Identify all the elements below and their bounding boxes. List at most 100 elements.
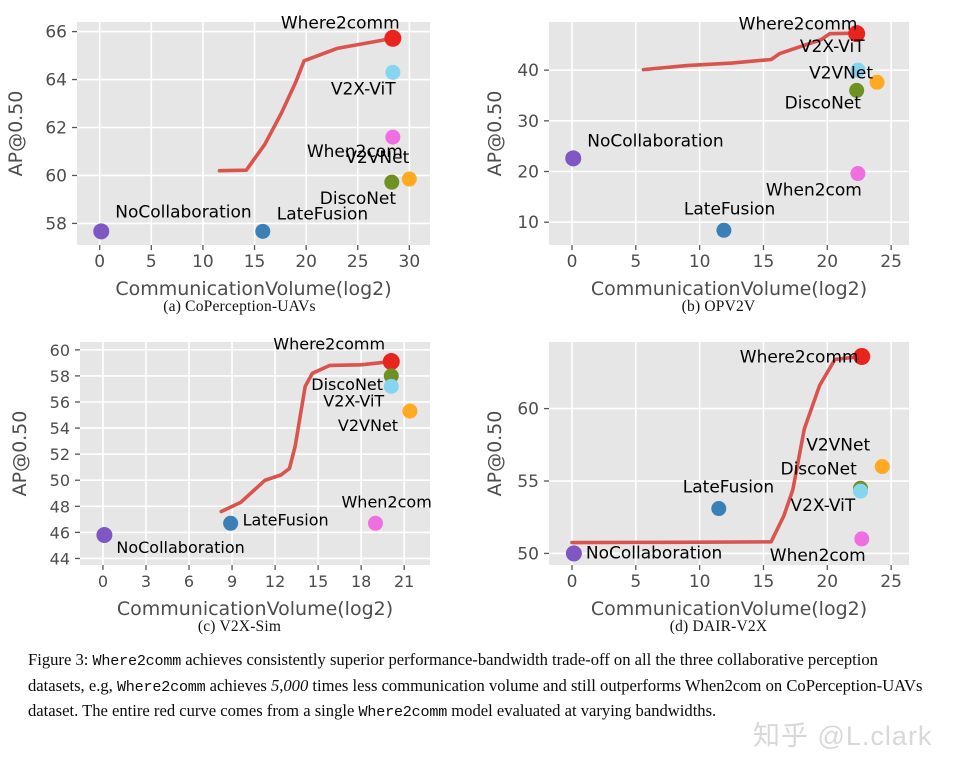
data-point-label: When2com [770, 546, 866, 566]
data-point-marker [565, 150, 582, 167]
x-tick-label: 25 [347, 252, 369, 272]
data-point-marker [401, 171, 417, 187]
data-point-label: NoCollaboration [586, 543, 722, 563]
data-point-label: V2X-ViT [790, 496, 855, 516]
x-tick-label: 15 [244, 252, 266, 272]
plot-background [549, 22, 909, 245]
subcaption-b: (b) OPV2V [681, 298, 756, 315]
data-point-marker [384, 174, 400, 190]
x-axis-label: CommunicationVolume(log2) [591, 598, 867, 620]
data-point-label: Where2comm [281, 13, 400, 33]
y-tick-label: 58 [50, 367, 70, 386]
data-point-marker [716, 222, 732, 238]
data-point-marker [850, 62, 866, 78]
data-point-label: V2VNet [809, 63, 873, 83]
y-axis-label: AP@0.50 [9, 411, 31, 497]
caption-segment: model evaluated at varying bandwidths. [447, 701, 717, 720]
data-point-label: When2com [307, 142, 403, 162]
x-tick-label: 10 [689, 572, 711, 592]
x-axis-label: CommunicationVolume(log2) [117, 598, 393, 620]
y-tick-label: 64 [45, 71, 67, 91]
plot-background [77, 22, 430, 245]
data-point-marker [384, 29, 402, 47]
caption-segment: achieves consistently superior performan… [28, 650, 878, 695]
x-tick-label: 12 [265, 572, 285, 591]
y-axis-label: AP@0.50 [484, 411, 506, 497]
data-point-marker [854, 531, 870, 547]
chart-panel-d: 0 5 10 15 20 25 50 55 60 CommunicationVolume(log2… [479, 320, 958, 640]
y-tick-label: 56 [50, 393, 70, 412]
data-point-label: LateFusion [683, 478, 774, 498]
data-point-marker [711, 501, 727, 517]
data-point-label: DiscoNet [320, 189, 397, 209]
x-tick-label: 20 [295, 252, 317, 272]
x-tick-label: 5 [630, 252, 641, 272]
x-tick-label: 9 [227, 572, 237, 591]
y-axis-label: AP@0.50 [5, 91, 27, 177]
data-point-label: Where2comm [739, 15, 858, 35]
data-point-marker [255, 223, 271, 239]
x-axis-label: CommunicationVolume(log2) [591, 278, 867, 300]
data-point-marker [383, 368, 399, 384]
y-tick-label: 62 [45, 119, 67, 139]
y-tick-label: 55 [517, 472, 539, 492]
where2comm-curve [641, 31, 859, 72]
x-axis-label: CommunicationVolume(log2) [115, 278, 391, 300]
y-tick-label: 44 [50, 549, 70, 568]
data-point-marker [96, 527, 113, 544]
y-tick-label: 30 [517, 112, 539, 132]
subcaption-c: (c) V2X-Sim [197, 618, 282, 635]
y-tick-label: 52 [50, 445, 70, 464]
data-point-marker [93, 223, 110, 240]
x-tick-label: 20 [816, 252, 838, 272]
chart-panel-a: 0 5 10 15 20 25 30 58 60 62 64 66 CommunicationVolum… [0, 0, 479, 320]
y-tick-label: 10 [517, 213, 539, 233]
data-point-label: LateFusion [277, 204, 368, 224]
x-tick-label: 15 [308, 572, 328, 591]
data-point-label: LateFusion [243, 510, 329, 529]
y-tick-label: 40 [517, 61, 539, 81]
data-point-marker [852, 483, 868, 499]
plot-c: 0 3 6 9 12 15 18 21 44 46 48 50 52 54 56 58 60 Communicat… [9, 335, 432, 620]
x-tick-label: 0 [98, 572, 108, 591]
x-tick-label: 0 [94, 252, 105, 272]
caption-segment: 5,000 [270, 675, 309, 695]
caption-segment: Where2comm [116, 677, 206, 696]
chart-panel-c: 0 3 6 9 12 15 18 21 44 46 48 50 52 54 56 58 60 Communicat… [0, 320, 479, 640]
y-tick-label: 54 [50, 419, 70, 438]
caption-segment: Where2comm [92, 652, 182, 670]
data-point-label: NoCollaboration [115, 202, 251, 222]
y-tick-label: 46 [50, 523, 70, 542]
where2comm-curve [570, 354, 864, 545]
x-tick-label: 18 [351, 572, 371, 591]
where2comm-curve [219, 359, 394, 514]
chart-panel-b: 0 5 10 15 20 25 10 20 30 40 CommunicationVolume(lo… [479, 0, 958, 320]
data-point-label: V2X-ViT [323, 391, 384, 410]
y-tick-label: 58 [45, 214, 67, 234]
y-tick-label: 60 [45, 166, 67, 186]
x-tick-label: 5 [146, 252, 157, 272]
data-point-label: NoCollaboration [587, 131, 723, 151]
x-tick-label: 10 [689, 252, 711, 272]
x-tick-label: 25 [880, 252, 902, 272]
x-tick-label: 10 [192, 252, 214, 272]
data-point-marker [565, 545, 582, 562]
data-point-marker [869, 74, 885, 90]
plot-background [549, 342, 909, 565]
y-tick-label: 60 [517, 400, 539, 420]
x-tick-label: 0 [567, 252, 578, 272]
where2comm-curve [217, 36, 395, 173]
data-point-label: When2com [341, 492, 431, 511]
data-point-marker [383, 378, 399, 394]
x-tick-label: 20 [816, 572, 838, 592]
plot-b: 0 5 10 15 20 25 10 20 30 40 CommunicationVolume(lo… [484, 15, 909, 300]
data-point-label: DiscoNet [785, 93, 862, 113]
data-point-label: DiscoNet [780, 459, 857, 479]
caption-segment: Figure 3: [28, 650, 93, 669]
data-point-label: V2X-ViT [800, 37, 865, 57]
data-point-marker [382, 353, 400, 371]
subcaption-d: (d) DAIR-V2X [669, 618, 768, 635]
data-point-label: Where2comm [273, 335, 385, 354]
y-tick-label: 60 [50, 341, 70, 360]
